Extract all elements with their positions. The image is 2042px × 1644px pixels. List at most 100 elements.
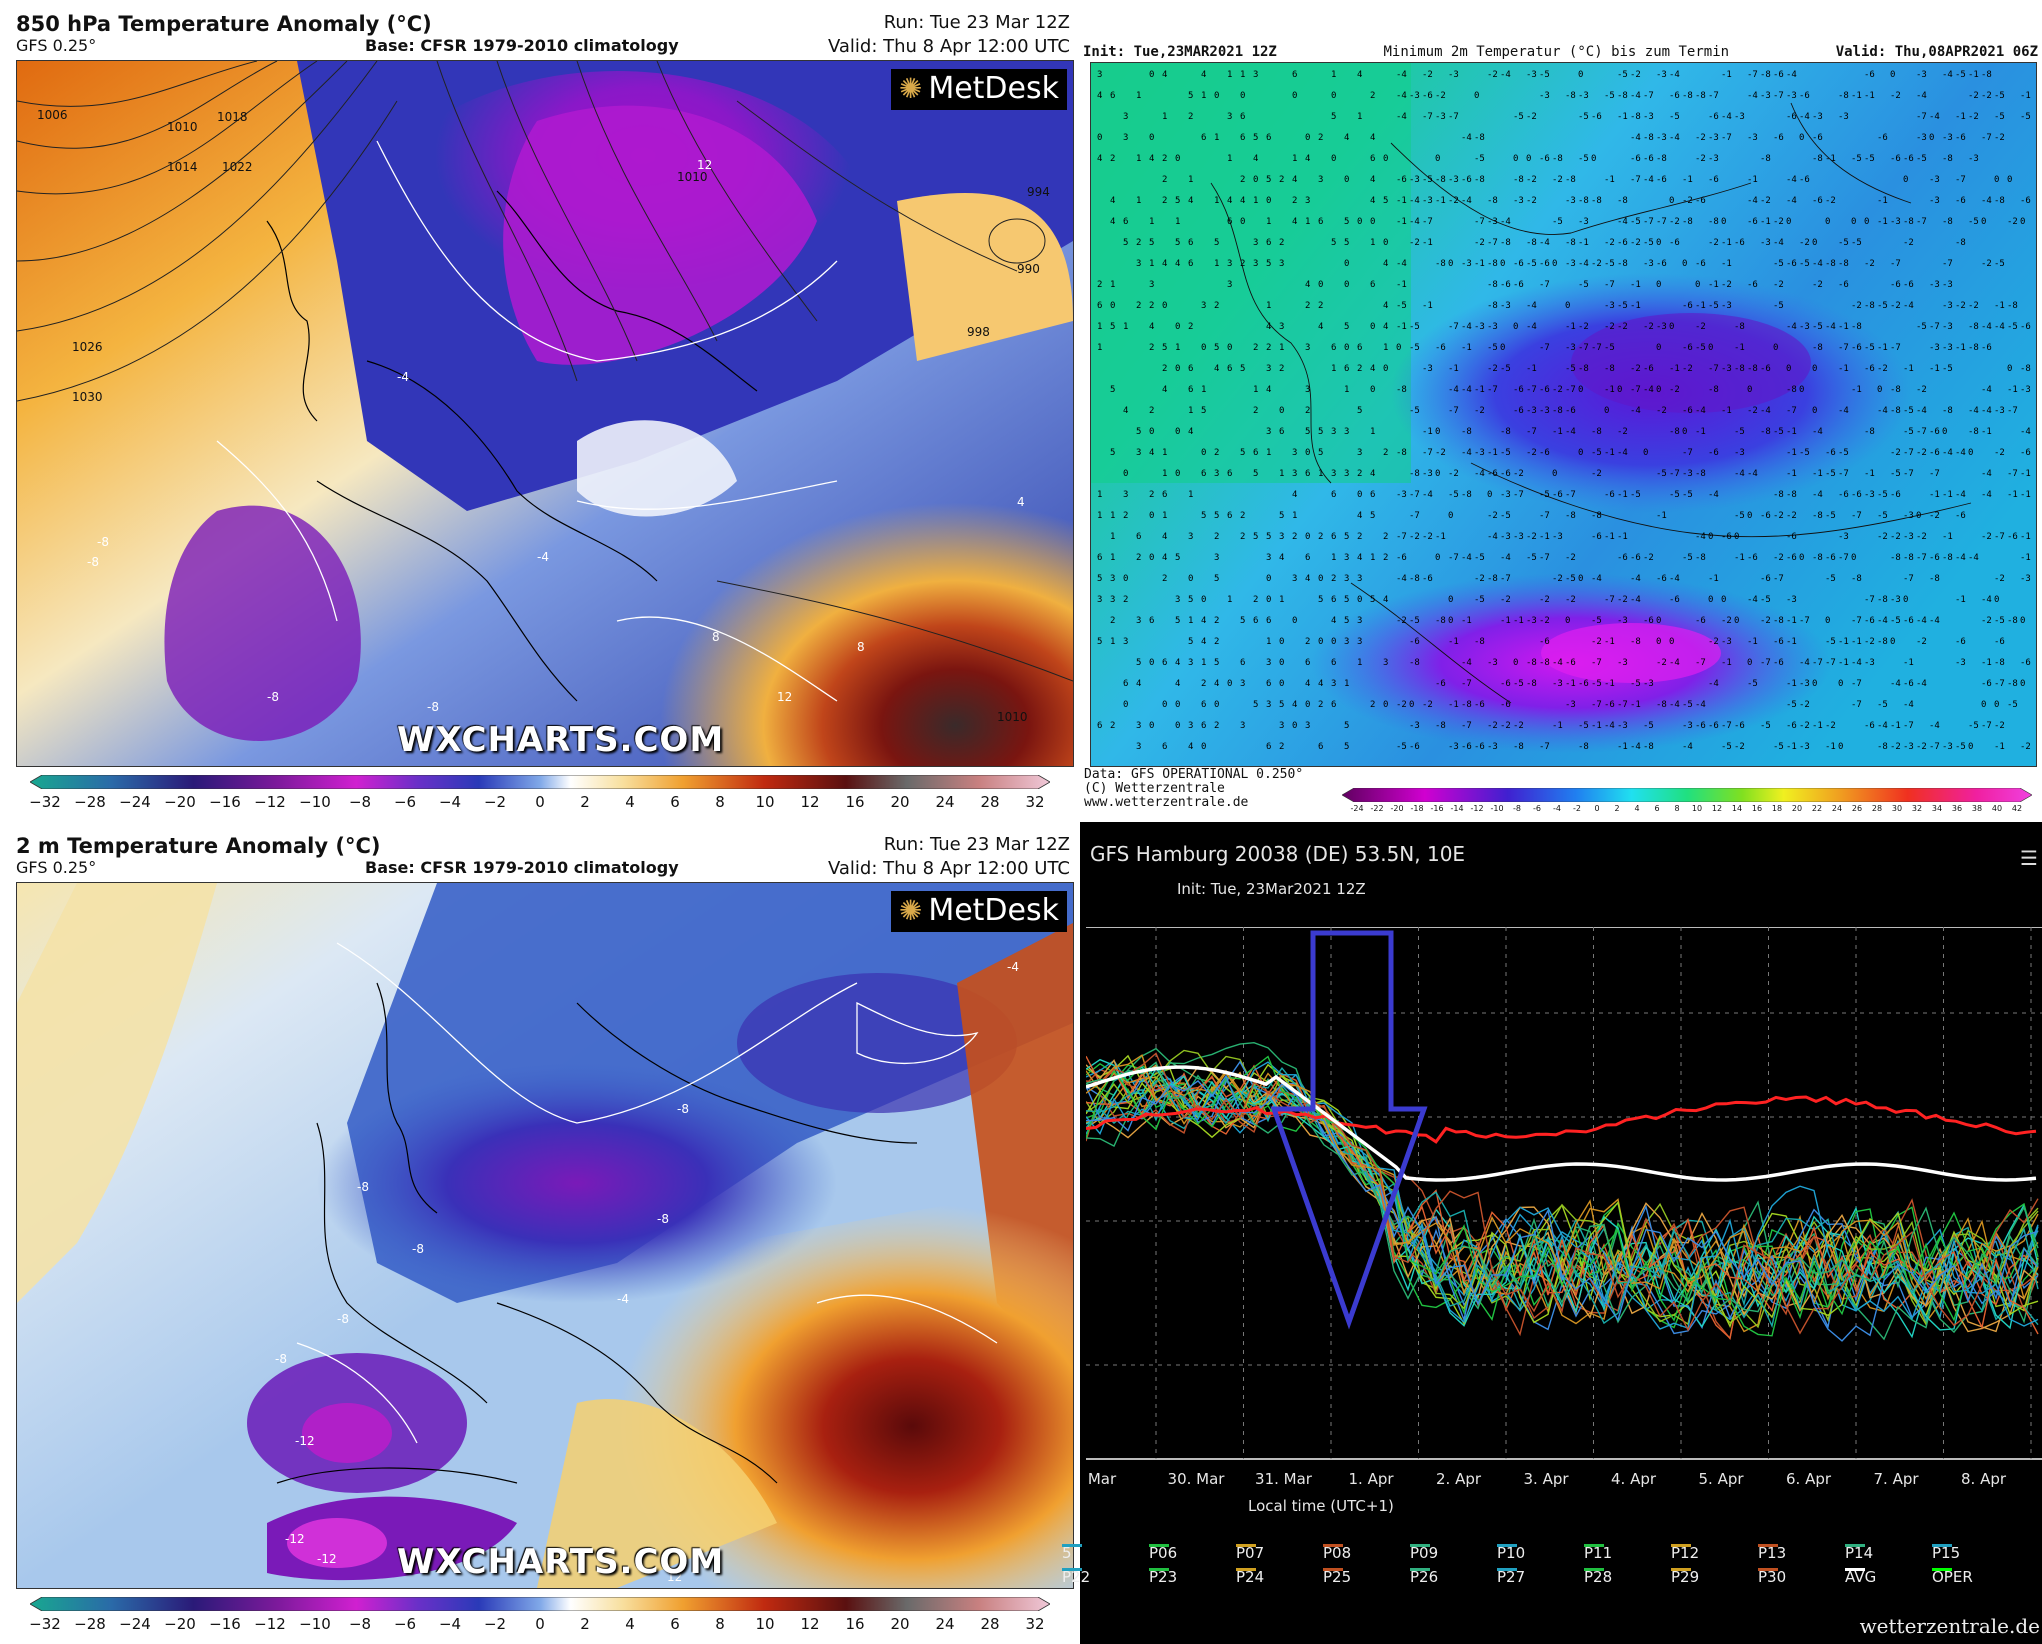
svg-text:-8: -8 <box>1812 553 1823 563</box>
svg-text:-4: -4 <box>1500 70 1511 80</box>
svg-text:-5: -5 <box>1877 700 1888 710</box>
svg-text:3: 3 <box>1331 469 1336 479</box>
svg-text:5: 5 <box>1188 91 1193 101</box>
svg-text:5: 5 <box>1344 322 1349 332</box>
svg-text:5: 5 <box>1110 385 1115 395</box>
svg-text:-2: -2 <box>1617 427 1628 437</box>
hamburger-menu-icon[interactable]: ☰ <box>2020 846 2038 870</box>
svg-text:-8: -8 <box>1643 133 1654 143</box>
svg-text:4: 4 <box>1253 154 1258 164</box>
legend-item[interactable]: AVG <box>1845 1568 1877 1586</box>
ensemble-init: Init: Tue, 23Mar2021 12Z <box>1177 880 1366 898</box>
legend-item[interactable]: P10 <box>1497 1544 1526 1562</box>
legend-item[interactable]: P11 <box>1584 1544 1613 1562</box>
svg-text:-8: -8 <box>1877 595 1888 605</box>
svg-text:-8: -8 <box>1474 175 1485 185</box>
svg-text:4: 4 <box>1201 70 1206 80</box>
legend-item[interactable]: P24 <box>1236 1568 1265 1586</box>
svg-text:2: 2 <box>1214 532 1219 542</box>
legend-item[interactable]: P14 <box>1845 1544 1874 1562</box>
svg-text:3: 3 <box>1292 574 1297 584</box>
svg-text:-5: -5 <box>1591 616 1602 626</box>
svg-text:-5: -5 <box>1591 448 1602 458</box>
svg-text:0: 0 <box>1149 511 1154 521</box>
svg-text:-2: -2 <box>1630 238 1641 248</box>
svg-text:-5: -5 <box>1760 595 1771 605</box>
colorbar-tick: 0 <box>535 1615 545 1633</box>
svg-text:-8: -8 <box>1409 574 1420 584</box>
legend-item[interactable]: P23 <box>1149 1568 1178 1586</box>
svg-text:-6: -6 <box>1877 133 1888 143</box>
svg-text:5: 5 <box>1214 658 1219 668</box>
svg-text:-3: -3 <box>1487 658 1498 668</box>
svg-text:-7: -7 <box>1695 658 1706 668</box>
svg-text:-6: -6 <box>1955 511 1966 521</box>
svg-text:0: 0 <box>1656 280 1661 290</box>
svg-text:-4: -4 <box>1630 574 1641 584</box>
legend-item[interactable]: P30 <box>1758 1568 1787 1586</box>
svg-text:-7: -7 <box>1994 679 2005 689</box>
legend-item[interactable]: P28 <box>1584 1568 1613 1586</box>
legend-item[interactable]: P29 <box>1671 1568 1700 1586</box>
svg-text:-5: -5 <box>1409 616 1420 626</box>
svg-text:1: 1 <box>1253 385 1258 395</box>
legend-item[interactable]: P26 <box>1410 1568 1439 1586</box>
svg-text:-6: -6 <box>1656 175 1667 185</box>
legend-item[interactable]: OPER <box>1932 1568 1973 1586</box>
svg-text:3: 3 <box>1344 553 1349 563</box>
svg-text:-6: -6 <box>1513 280 1524 290</box>
svg-text:-4: -4 <box>1903 301 1914 311</box>
legend-item[interactable]: P06 <box>1149 1544 1178 1562</box>
svg-text:-2: -2 <box>1630 70 1641 80</box>
colorbar-tick: 16 <box>845 793 865 811</box>
svg-text:2: 2 <box>1357 469 1362 479</box>
legend-item[interactable]: P12 <box>1671 1544 1700 1562</box>
svg-text:-1: -1 <box>1721 70 1732 80</box>
svg-text:2: 2 <box>1188 112 1193 122</box>
svg-text:0: 0 <box>2020 217 2025 227</box>
svg-text:5: 5 <box>1344 217 1349 227</box>
svg-text:2: 2 <box>1136 553 1141 563</box>
colorbar-tick: 20 <box>890 1615 910 1633</box>
svg-text:0: 0 <box>1682 259 1687 269</box>
svg-text:-1: -1 <box>1617 112 1628 122</box>
svg-text:0: 0 <box>1123 700 1128 710</box>
legend-item[interactable]: P07 <box>1236 1544 1265 1562</box>
svg-text:-7: -7 <box>1643 217 1654 227</box>
svg-text:-5: -5 <box>1604 259 1615 269</box>
svg-text:1: 1 <box>1097 322 1102 332</box>
svg-text:-1: -1 <box>1903 364 1914 374</box>
legend-item[interactable]: P22 <box>1062 1568 1091 1586</box>
legend-item[interactable]: P13 <box>1758 1544 1787 1562</box>
colorbar-tick: 22 <box>1811 804 1823 813</box>
svg-text:-8: -8 <box>1890 406 1901 416</box>
svg-text:0: 0 <box>1656 616 1661 626</box>
svg-text:-8: -8 <box>1539 658 1550 668</box>
svg-text:2: 2 <box>1201 679 1206 689</box>
svg-text:2: 2 <box>1149 343 1154 353</box>
legend-item[interactable]: P27 <box>1497 1568 1526 1586</box>
svg-text:2: 2 <box>1162 154 1167 164</box>
svg-text:5: 5 <box>1214 238 1219 248</box>
legend-item[interactable]: P09 <box>1410 1544 1439 1562</box>
svg-text:5: 5 <box>1253 133 1258 143</box>
legend-item[interactable]: P25 <box>1323 1568 1352 1586</box>
svg-text:0: 0 <box>1721 595 1726 605</box>
legend-item[interactable]: 5 <box>1062 1544 1082 1562</box>
model-label: GFS 0.25° <box>16 36 97 55</box>
svg-text:4: 4 <box>1214 679 1219 689</box>
colorbar-tick: -20 <box>1390 804 1404 813</box>
svg-text:-1: -1 <box>1552 721 1563 731</box>
legend-item[interactable]: P08 <box>1323 1544 1352 1562</box>
svg-text:-7: -7 <box>1721 721 1732 731</box>
svg-text:5: 5 <box>1331 112 1336 122</box>
svg-text:-5: -5 <box>1994 112 2005 122</box>
svg-text:-3: -3 <box>1916 133 1927 143</box>
svg-text:-4: -4 <box>1591 574 1602 584</box>
svg-text:-2: -2 <box>1500 595 1511 605</box>
legend-item[interactable]: P15 <box>1932 1544 1961 1562</box>
isobar-label: 1026 <box>72 340 103 354</box>
svg-text:-2: -2 <box>1656 658 1667 668</box>
svg-text:-8: -8 <box>1565 91 1576 101</box>
svg-text:-6: -6 <box>1825 448 1836 458</box>
